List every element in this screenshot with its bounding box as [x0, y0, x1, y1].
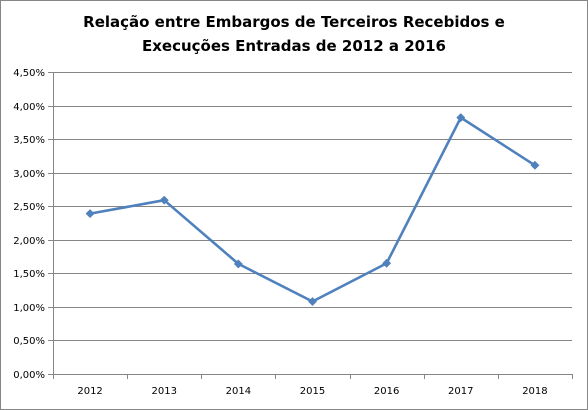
x-tick-label: 2013 [151, 386, 176, 397]
y-tick-label: 2,50% [13, 202, 45, 213]
y-tick-label: 1,50% [13, 269, 45, 280]
y-tick-label: 3,50% [13, 135, 45, 146]
data-point-marker [382, 258, 392, 268]
data-point-marker [456, 113, 466, 123]
chart-title-line-2: Execuções Entradas de 2012 a 2016 [141, 37, 446, 55]
y-tick-label: 3,00% [13, 169, 45, 180]
y-tick-label: 0,00% [13, 370, 45, 381]
y-tick-label: 2,00% [13, 236, 45, 247]
x-tick-label: 2014 [226, 386, 251, 397]
chart-title-line-1: Relação entre Embargos de Terceiros Rece… [83, 13, 505, 31]
x-tick-label: 2018 [522, 386, 547, 397]
y-tick-label: 4,00% [13, 102, 45, 113]
chart-title: Relação entre Embargos de Terceiros Rece… [1, 10, 587, 58]
data-point-marker [159, 195, 169, 205]
x-tick-label: 2012 [77, 386, 102, 397]
data-point-marker [85, 209, 95, 219]
data-point-marker [530, 160, 540, 170]
y-tick-label: 0,50% [13, 336, 45, 347]
y-tick-label: 4,50% [13, 68, 45, 79]
y-tick-label: 1,00% [13, 303, 45, 314]
x-tick-label: 2016 [374, 386, 399, 397]
data-point-marker [233, 259, 243, 269]
x-tick-label: 2017 [448, 386, 473, 397]
x-tick-label: 2015 [300, 386, 325, 397]
data-point-marker [307, 296, 318, 307]
